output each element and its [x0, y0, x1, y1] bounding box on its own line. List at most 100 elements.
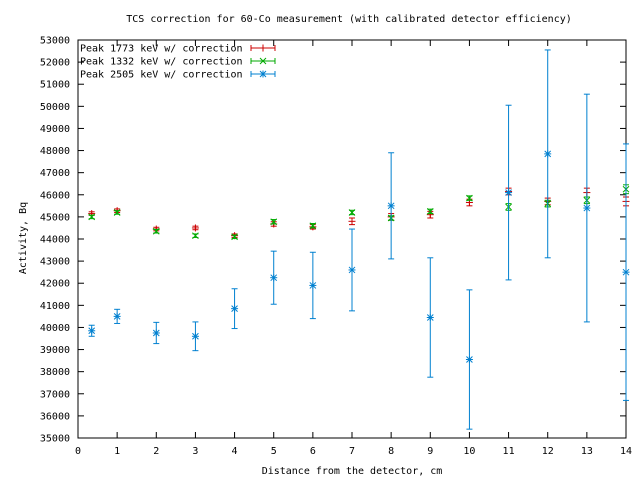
- y-tick-label: 47000: [40, 168, 70, 179]
- cross-marker: [466, 194, 473, 202]
- star-marker: [259, 70, 267, 78]
- y-tick-label: 41000: [40, 301, 70, 312]
- x-axis-label: Distance from the detector, cm: [262, 466, 443, 477]
- cross-marker: [231, 233, 238, 241]
- data-point: [466, 194, 473, 202]
- cross-marker: [270, 218, 278, 226]
- x-tick-label: 10: [463, 446, 475, 457]
- star-marker: [544, 150, 552, 158]
- data-point: [270, 250, 278, 305]
- plot-area: [88, 49, 630, 430]
- x-tick-label: 7: [349, 446, 355, 457]
- data-point: [309, 222, 317, 230]
- y-tick-label: 53000: [40, 36, 70, 47]
- y-tick-label: 46000: [40, 190, 70, 201]
- legend-label: Peak 1332 keV w/ correction: [80, 57, 243, 68]
- cross-marker: [426, 208, 434, 215]
- x-tick-label: 2: [153, 446, 159, 457]
- star-marker: [583, 204, 591, 212]
- star-marker: [309, 282, 317, 289]
- y-tick-label: 39000: [40, 345, 70, 356]
- x-tick-label: 0: [75, 446, 81, 457]
- y-tick-label: 38000: [40, 367, 70, 378]
- data-point: [387, 152, 395, 260]
- y-tick-label: 50000: [40, 102, 70, 113]
- x-tick-label: 5: [271, 446, 277, 457]
- star-marker: [348, 266, 356, 274]
- y-tick-label: 43000: [40, 257, 70, 268]
- data-point: [309, 251, 317, 320]
- cross-marker: [192, 232, 199, 240]
- y-tick-label: 36000: [40, 411, 70, 422]
- data-point: [231, 288, 239, 330]
- cross-marker: [113, 209, 121, 216]
- y-tick-label: 40000: [40, 323, 70, 334]
- y-tick-label: 37000: [40, 389, 70, 400]
- y-tick-label: 48000: [40, 146, 70, 157]
- cross-marker: [348, 209, 356, 216]
- data-point: [152, 227, 160, 235]
- x-tick-label: 6: [310, 446, 316, 457]
- y-tick-label: 44000: [40, 235, 70, 246]
- data-point: [348, 209, 356, 216]
- x-tick-label: 11: [503, 446, 515, 457]
- star-marker: [192, 332, 199, 340]
- data-point: [426, 208, 434, 215]
- data-point: [348, 228, 356, 312]
- data-point: [583, 93, 591, 323]
- x-tick-label: 1: [114, 446, 120, 457]
- y-tick-label: 51000: [40, 80, 70, 91]
- cross-marker: [309, 222, 317, 230]
- data-point: [191, 321, 199, 352]
- data-point: [426, 257, 434, 378]
- data-point: [88, 324, 96, 337]
- data-point: [270, 218, 278, 226]
- star-marker: [152, 329, 160, 337]
- y-tick-label: 35000: [40, 434, 70, 445]
- x-tick-label: 8: [388, 446, 394, 457]
- legend-item: Peak 1332 keV w/ correction: [80, 57, 276, 68]
- data-point: [348, 217, 356, 226]
- data-point: [192, 232, 199, 240]
- legend-item: Peak 2505 keV w/ correction: [80, 70, 276, 81]
- data-point: [465, 289, 473, 430]
- x-tick-label: 4: [232, 446, 238, 457]
- data-point: [231, 233, 238, 241]
- x-tick-label: 3: [192, 446, 198, 457]
- y-tick-label: 52000: [40, 58, 70, 69]
- chart-title: TCS correction for 60-Co measurement (wi…: [126, 14, 572, 25]
- axes: 0 1 2 3 4 5 6 7 8 9 10 11 12 13 1435000360003700038000…: [40, 36, 632, 458]
- y-tick-label: 42000: [40, 279, 70, 290]
- cross-marker: [152, 227, 160, 235]
- legend: Peak 1773 keV w/ correction Peak 1332 keV…: [80, 44, 276, 81]
- star-marker: [505, 189, 512, 196]
- legend-label: Peak 1773 keV w/ correction: [80, 44, 243, 55]
- star-marker: [88, 327, 96, 335]
- data-point: [113, 209, 121, 216]
- star-marker: [387, 202, 395, 210]
- cross-marker: [88, 213, 96, 221]
- data-point: [505, 104, 513, 281]
- cross-marker: [259, 57, 267, 65]
- data-point: [622, 143, 630, 401]
- y-tick-label: 49000: [40, 124, 70, 135]
- data-point: [88, 213, 96, 221]
- star-marker: [622, 268, 630, 276]
- data-point: [191, 224, 199, 232]
- data-point: [152, 321, 160, 345]
- star-marker: [231, 305, 238, 313]
- x-tick-label: 14: [620, 446, 632, 457]
- star-marker: [466, 356, 473, 363]
- star-marker: [426, 314, 434, 321]
- y-tick-label: 45000: [40, 212, 70, 223]
- x-tick-label: 9: [427, 446, 433, 457]
- series-3: [88, 49, 630, 430]
- data-point: [113, 308, 121, 324]
- star-marker: [270, 274, 278, 282]
- data-point: [544, 49, 552, 259]
- x-tick-label: 13: [581, 446, 593, 457]
- star-marker: [113, 313, 121, 320]
- x-tick-label: 12: [542, 446, 554, 457]
